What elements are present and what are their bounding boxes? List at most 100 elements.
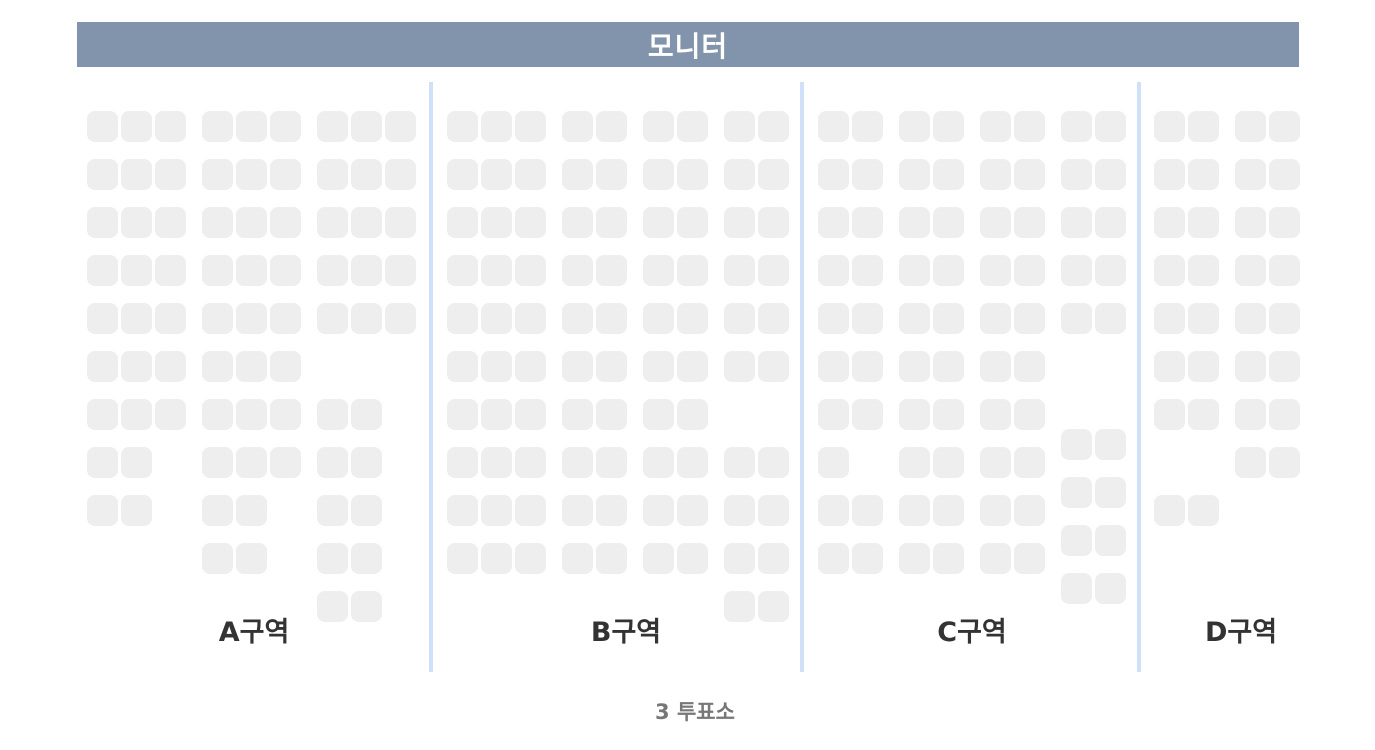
seat[interactable] [1095,573,1126,604]
seat[interactable] [317,207,348,238]
seat[interactable] [852,399,883,430]
seat[interactable] [933,207,964,238]
seat[interactable] [818,399,849,430]
seat[interactable] [724,447,755,478]
seat[interactable] [899,543,930,574]
seat[interactable] [677,447,708,478]
seat[interactable] [1154,495,1185,526]
seat[interactable] [317,111,348,142]
seat[interactable] [351,159,382,190]
seat[interactable] [1269,447,1300,478]
seat[interactable] [121,447,152,478]
seat[interactable] [87,303,118,334]
seat[interactable] [1014,495,1045,526]
seat[interactable] [155,159,186,190]
seat[interactable] [1154,351,1185,382]
seat[interactable] [1061,573,1092,604]
seat[interactable] [596,543,627,574]
seat[interactable] [724,303,755,334]
seat[interactable] [447,303,478,334]
seat[interactable] [724,159,755,190]
seat[interactable] [1269,159,1300,190]
seat[interactable] [1014,207,1045,238]
seat[interactable] [818,447,849,478]
seat[interactable] [596,255,627,286]
seat[interactable] [677,207,708,238]
seat[interactable] [980,447,1011,478]
seat[interactable] [852,207,883,238]
seat[interactable] [515,255,546,286]
seat[interactable] [317,543,348,574]
seat[interactable] [818,159,849,190]
seat[interactable] [1188,159,1219,190]
seat[interactable] [351,207,382,238]
seat[interactable] [270,351,301,382]
seat[interactable] [643,159,674,190]
seat[interactable] [596,159,627,190]
seat[interactable] [447,543,478,574]
seat[interactable] [515,543,546,574]
seat[interactable] [677,303,708,334]
seat[interactable] [1095,303,1126,334]
seat[interactable] [270,303,301,334]
seat[interactable] [980,111,1011,142]
seat[interactable] [1269,303,1300,334]
seat[interactable] [317,591,348,622]
seat[interactable] [562,543,593,574]
seat[interactable] [562,447,593,478]
seat[interactable] [852,303,883,334]
seat[interactable] [236,543,267,574]
seat[interactable] [852,543,883,574]
seat[interactable] [1061,111,1092,142]
seat[interactable] [818,303,849,334]
seat[interactable] [1269,351,1300,382]
seat[interactable] [758,543,789,574]
seat[interactable] [677,255,708,286]
seat[interactable] [852,111,883,142]
seat[interactable] [270,159,301,190]
seat[interactable] [87,447,118,478]
seat[interactable] [758,111,789,142]
seat[interactable] [933,447,964,478]
seat[interactable] [818,495,849,526]
seat[interactable] [596,351,627,382]
seat[interactable] [643,255,674,286]
seat[interactable] [724,111,755,142]
seat[interactable] [1061,477,1092,508]
seat[interactable] [899,255,930,286]
seat[interactable] [724,255,755,286]
seat[interactable] [758,255,789,286]
seat[interactable] [818,111,849,142]
seat[interactable] [933,543,964,574]
seat[interactable] [385,303,416,334]
seat[interactable] [270,111,301,142]
seat[interactable] [1014,351,1045,382]
seat[interactable] [899,111,930,142]
seat[interactable] [1014,159,1045,190]
seat[interactable] [515,447,546,478]
seat[interactable] [351,111,382,142]
seat[interactable] [933,111,964,142]
seat[interactable] [481,447,512,478]
seat[interactable] [899,495,930,526]
seat[interactable] [758,447,789,478]
seat[interactable] [596,303,627,334]
seat[interactable] [818,351,849,382]
seat[interactable] [447,495,478,526]
seat[interactable] [1061,429,1092,460]
seat[interactable] [1188,111,1219,142]
seat[interactable] [1235,255,1266,286]
seat[interactable] [677,399,708,430]
seat[interactable] [515,351,546,382]
seat[interactable] [724,591,755,622]
seat[interactable] [155,207,186,238]
seat[interactable] [87,207,118,238]
seat[interactable] [1269,111,1300,142]
seat[interactable] [1095,159,1126,190]
seat[interactable] [1061,525,1092,556]
seat[interactable] [1014,111,1045,142]
seat[interactable] [1235,351,1266,382]
seat[interactable] [385,159,416,190]
seat[interactable] [202,543,233,574]
seat[interactable] [121,351,152,382]
